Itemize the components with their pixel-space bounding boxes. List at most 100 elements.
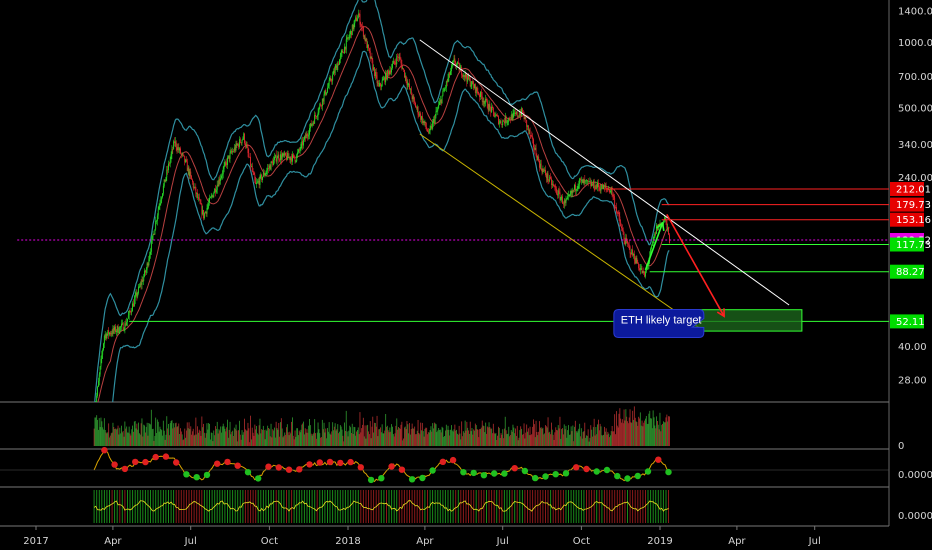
candle-body [167, 169, 169, 171]
volume-bar [212, 441, 214, 446]
oscillator-dot [603, 466, 611, 474]
price-level-tag-label: 117.73 [896, 240, 931, 251]
volume-bar [411, 423, 413, 446]
bollinger-upper-band [94, 0, 670, 402]
volume-bar [208, 423, 210, 446]
volume-bar [368, 431, 369, 446]
volume-bar [669, 416, 670, 446]
candle-body [473, 84, 475, 88]
candle-body [338, 63, 339, 65]
volume-bar [162, 420, 164, 446]
candle-body [272, 161, 274, 166]
volume-bar [605, 428, 607, 446]
candle-body [212, 195, 214, 198]
volume-bar [379, 429, 381, 446]
volume-bar [409, 434, 411, 446]
price-panel[interactable]: ETH likely target [17, 0, 889, 438]
candle-body [462, 75, 463, 77]
candle-body [343, 52, 345, 54]
volume-bar [491, 428, 493, 446]
price-axis[interactable]: 1400.00 1000.00 700.00 500.00 340.00 240.00 40… [898, 7, 932, 387]
candle-body [239, 139, 240, 147]
candle-body [586, 180, 587, 182]
target-zone-box[interactable] [692, 309, 803, 332]
volume-bar [168, 435, 170, 446]
volume-bar [598, 430, 600, 446]
volume-bar [404, 427, 405, 446]
volume-bar [227, 437, 229, 446]
candle-body [281, 155, 283, 160]
candle-body [469, 78, 471, 87]
volume-bar [353, 426, 355, 446]
candle-body [357, 18, 358, 22]
volume-bar [413, 428, 415, 446]
volume-bar [438, 428, 440, 446]
volume-bar [343, 441, 345, 446]
volume-bar [323, 422, 325, 446]
volume-bar [590, 425, 592, 446]
volume-bar [310, 433, 312, 446]
signal-panel[interactable] [93, 490, 669, 523]
candle-body [507, 121, 509, 123]
candle-body [479, 94, 481, 97]
volume-bar [308, 425, 310, 446]
oscillator-dot [562, 470, 570, 477]
volume-bar [656, 416, 657, 446]
volume-bar [178, 423, 180, 446]
volume-bar [149, 423, 151, 446]
eth-target-annotation[interactable]: ETH likely target [613, 308, 705, 338]
candle-body [270, 161, 272, 170]
volume-bar [157, 421, 159, 446]
candle-body [466, 77, 468, 82]
volume-bar [581, 438, 583, 446]
time-axis[interactable]: 2017 Apr Jul Oct 2018 Apr Jul Oct 2019 Apr Jul [23, 526, 821, 547]
candle-body [482, 101, 484, 102]
oscillator-dot [142, 458, 149, 466]
volume-bar [240, 439, 242, 446]
volume-bar [316, 432, 318, 446]
volume-bar [621, 419, 623, 446]
volume-bar [172, 428, 174, 446]
candle-body [305, 134, 307, 139]
volume-bar [583, 431, 585, 446]
volume-bar [99, 427, 101, 446]
volume-bar [439, 429, 441, 446]
oscillator-dot [501, 470, 508, 477]
candle-body [533, 147, 535, 150]
candle-body [601, 184, 603, 189]
volume-bar [561, 429, 563, 446]
candle-body [458, 63, 460, 71]
candle-body [645, 271, 646, 277]
time-tick-label: Apr [416, 536, 434, 547]
volume-bar [663, 421, 664, 446]
volume-bar [601, 435, 603, 446]
candle-body [261, 174, 263, 180]
candle-body [215, 188, 216, 193]
candle-body [643, 271, 645, 272]
volume-bar [573, 441, 575, 446]
volume-bar [450, 429, 451, 446]
candle-body [547, 173, 549, 181]
volume-bar [500, 433, 502, 446]
volume-bar [515, 428, 516, 446]
volume-bar [557, 430, 558, 446]
volume-bar [139, 433, 140, 446]
candle-body [486, 98, 487, 101]
candle-body [198, 197, 199, 199]
oscillator-panel[interactable] [0, 447, 889, 484]
candle-body [465, 73, 467, 78]
volume-bar [467, 427, 469, 446]
volume-bar [390, 431, 392, 446]
candle-body [133, 303, 134, 307]
volume-bar [246, 430, 248, 446]
candle-body [368, 48, 370, 51]
volume-bar [572, 425, 574, 446]
candle-body [638, 263, 640, 269]
volume-bar [226, 427, 228, 446]
volume-bar [349, 425, 351, 446]
volume-bar [662, 423, 663, 446]
volume-bar [484, 432, 486, 446]
volume-bar [180, 431, 182, 446]
